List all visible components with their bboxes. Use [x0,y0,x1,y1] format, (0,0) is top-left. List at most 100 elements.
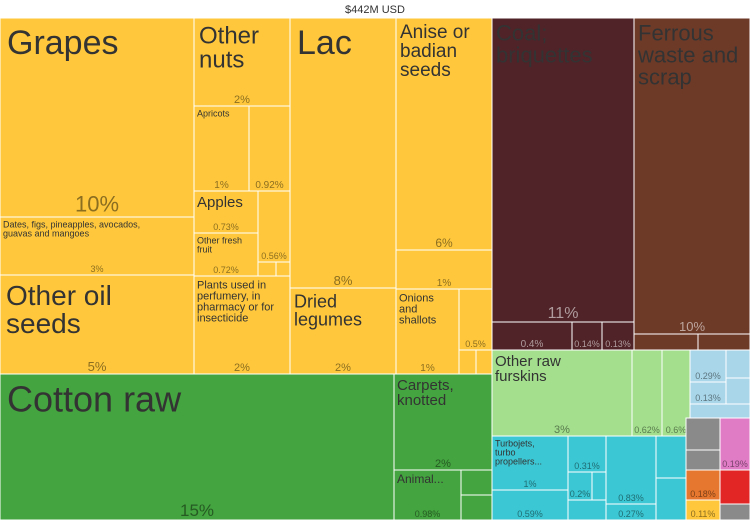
treemap-tile [257,190,291,263]
tile-percent: 0.5% [465,339,486,349]
treemap-tile [193,105,250,192]
tile-percent: 0.4% [521,339,544,350]
tile-percent: 0.29% [695,371,721,381]
tile-percent: 2% [435,458,451,470]
tile-percent: 5% [88,359,107,374]
tile-label: Turbojets, turbo propellers... [495,439,542,467]
treemap-tile [633,333,699,351]
tile-percent: 6% [435,236,453,250]
treemap-tile [719,417,750,471]
treemap-tile [395,249,493,290]
tile-percent: 0.18% [690,489,716,499]
treemap-tile [491,17,635,323]
tile-label: Plants used in perfumery, in pharmacy or f… [197,279,274,324]
tile-percent: 0.2% [570,489,591,499]
treemap-tiles: Grapes 10% Dates, figs, pineapples, avocad… [0,17,750,520]
tile-percent: 0.27% [618,509,644,519]
tile-label: Animal... [397,472,444,486]
tile-percent: 0.14% [574,339,600,349]
tile-percent: 0.83% [618,493,644,503]
tile-percent: 15% [180,501,214,520]
tile-percent: 0.72% [213,265,239,275]
treemap-tile [655,435,687,479]
treemap-tile [655,477,687,520]
tile-label: Dried legumes [294,291,362,329]
tile-label: Ferrous waste and scrap [637,21,738,90]
tile-percent: 0.11% [691,509,716,519]
tile-percent: 2% [234,94,250,106]
tile-percent: 1% [214,180,229,191]
treemap-tile [193,232,259,277]
chart-title: $442M USD [345,4,405,16]
treemap-tile [393,373,493,471]
tile-percent: 11% [548,305,579,322]
tile-label: Onions and shallots [399,292,437,326]
treemap-tile [685,417,721,451]
treemap-tile [0,216,195,276]
treemap-tile [395,17,493,251]
treemap-tile [633,17,750,335]
tile-label: Lac [297,24,352,62]
tile-percent: 8% [334,273,353,288]
treemap-tile [475,349,493,375]
tile-percent: 0.13% [695,393,721,403]
tile-percent: 0.73% [213,222,239,232]
treemap-tile [719,469,750,505]
treemap-tile [248,105,291,192]
treemap-tile [460,469,493,496]
tile-percent: 0.56% [261,251,287,261]
tile-percent: 10% [679,319,705,334]
treemap-tile [491,349,633,437]
tile-percent: 0.6% [666,425,687,435]
treemap-tile [460,494,493,520]
treemap-tile [458,288,493,351]
tile-percent: 2% [234,362,250,374]
tile-label: Dates, figs, pineapples, avocados, guavas… [3,220,140,239]
treemap-tile [591,471,607,501]
treemap-tile [685,449,721,471]
tile-percent: 0.92% [255,180,283,191]
tile-label: Apricots [197,109,230,119]
treemap-tile [697,333,750,351]
treemap-tile [631,349,663,437]
tile-percent: 0.13% [605,339,631,349]
treemap-tile [725,377,750,405]
treemap-tile [289,287,397,375]
treemap-tile [458,349,477,375]
tile-label: Other oil seeds [6,280,112,339]
treemap-tile [605,435,657,505]
tile-label: Carpets, knotted [397,377,454,409]
tile-percent: 1% [420,363,435,374]
tile-percent: 0.31% [574,461,600,471]
tile-label: Apples [197,194,243,211]
treemap-tile [275,261,291,277]
treemap-tile [491,321,573,351]
tile-percent: 3% [90,264,103,274]
tile-label: Coal; briquettes [496,21,593,68]
treemap-tile [257,261,277,277]
treemap-tile [491,489,569,520]
tile-label: Anise or badian seeds [400,22,470,81]
tile-percent: 10% [75,192,119,217]
treemap-tile [719,503,750,520]
tile-percent: 1% [523,479,536,489]
treemap-tile [0,17,195,218]
tile-percent: 0.59% [517,509,543,519]
tile-percent: 2% [335,362,351,374]
treemap-tile [289,17,397,289]
tile-percent: 1% [437,278,452,289]
tile-label: Grapes [7,24,119,62]
tile-percent: 0.62% [634,425,660,435]
tile-percent: 0.19% [722,459,748,469]
tile-percent: 3% [554,424,570,436]
treemap-tile [725,349,750,379]
tile-label: Other fresh fruit [197,236,242,255]
treemap-tile [689,403,750,419]
tile-percent: 0.98% [415,509,441,519]
treemap-tile [567,499,607,520]
treemap-tile [601,321,635,351]
tile-label: Other nuts [199,22,259,73]
tile-label: Other raw furskins [495,353,561,385]
tile-label: Cotton raw [7,379,182,420]
